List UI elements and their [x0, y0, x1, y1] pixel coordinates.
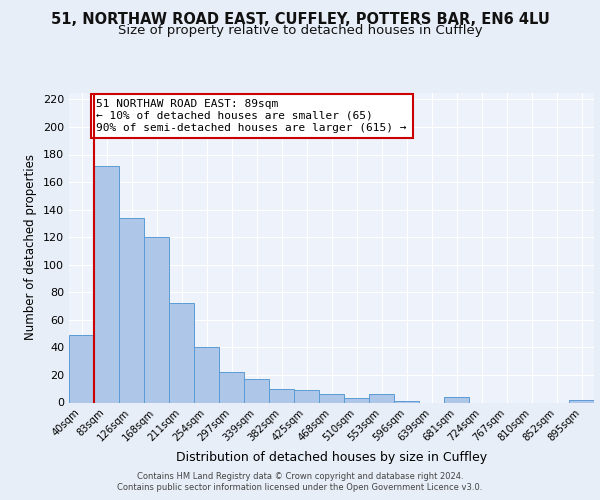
Bar	[219, 372, 244, 402]
Text: 51 NORTHAW ROAD EAST: 89sqm
← 10% of detached houses are smaller (65)
90% of sem: 51 NORTHAW ROAD EAST: 89sqm ← 10% of det…	[97, 100, 407, 132]
Bar	[194, 348, 219, 403]
Text: Contains HM Land Registry data © Crown copyright and database right 2024.: Contains HM Land Registry data © Crown c…	[137, 472, 463, 481]
Text: Contains public sector information licensed under the Open Government Licence v3: Contains public sector information licen…	[118, 484, 482, 492]
Bar	[269, 388, 294, 402]
Text: Size of property relative to detached houses in Cuffley: Size of property relative to detached ho…	[118, 24, 482, 37]
Bar	[344, 398, 369, 402]
Bar	[169, 304, 194, 402]
Y-axis label: Number of detached properties: Number of detached properties	[25, 154, 37, 340]
Bar	[294, 390, 319, 402]
Bar	[119, 218, 144, 402]
Bar	[369, 394, 394, 402]
Text: 51, NORTHAW ROAD EAST, CUFFLEY, POTTERS BAR, EN6 4LU: 51, NORTHAW ROAD EAST, CUFFLEY, POTTERS …	[50, 12, 550, 28]
Bar	[244, 379, 269, 402]
Bar	[69, 335, 94, 402]
Bar	[319, 394, 344, 402]
Bar	[394, 401, 419, 402]
Bar	[144, 237, 169, 402]
Bar	[94, 166, 119, 402]
X-axis label: Distribution of detached houses by size in Cuffley: Distribution of detached houses by size …	[176, 452, 487, 464]
Bar	[569, 400, 594, 402]
Bar	[444, 397, 469, 402]
